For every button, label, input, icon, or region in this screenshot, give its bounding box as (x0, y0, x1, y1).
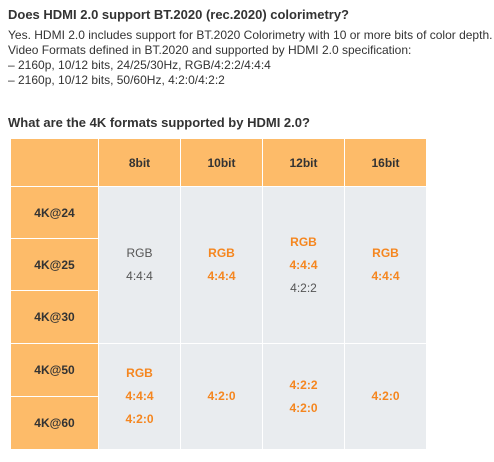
answer-text: Yes. HDMI 2.0 includes support for BT.20… (8, 28, 494, 88)
row-label-4k50: 4K@50 (10, 343, 99, 397)
format-value: 4:2:2 (289, 377, 318, 392)
format-value: RGB (208, 246, 235, 260)
format-value: RGB (126, 366, 153, 380)
format-value: 4:4:4 (371, 269, 400, 283)
format-value: RGB (290, 234, 317, 249)
group2-8bit-cell: RGB 4:4:4 4:2:0 (98, 343, 181, 450)
column-header-16bit: 16bit (344, 138, 427, 187)
answer-line: – 2160p, 10/12 bits, 50/60Hz, 4:2:0/4:2:… (8, 73, 225, 87)
table-corner-cell (10, 138, 99, 187)
group2-10bit-cell: 4:2:0 (180, 343, 263, 450)
group2-16bit-cell: 4:2:0 (344, 343, 427, 450)
table-row: 4K@50 RGB 4:4:4 4:2:0 4:2:0 4:2:2 4:2:0 … (10, 343, 427, 450)
format-value: RGB (372, 246, 399, 260)
answer-line: Yes. HDMI 2.0 includes support for BT.20… (8, 28, 493, 42)
table-row: 4K@24 RGB 4:4:4 RGB 4:4:4 RGB 4:4:4 4:2:… (10, 186, 427, 344)
format-value: RGB (126, 246, 153, 260)
format-value: 4:2:0 (125, 412, 154, 426)
answer-line: Video Formats defined in BT.2020 and sup… (8, 43, 412, 57)
4k-formats-table: 8bit 10bit 12bit 16bit 4K@24 RGB 4:4:4 R… (10, 138, 427, 450)
group2-12bit-cell: 4:2:2 4:2:0 (262, 343, 345, 450)
format-value: 4:4:4 (126, 269, 153, 283)
format-value: 4:2:0 (371, 389, 400, 403)
column-header-8bit: 8bit (98, 138, 181, 187)
column-header-12bit: 12bit (262, 138, 345, 187)
group1-10bit-cell: RGB 4:4:4 (180, 186, 263, 344)
format-value: 4:2:2 (290, 280, 317, 295)
row-label-4k60: 4K@60 (10, 396, 99, 450)
question-4k-formats-heading: What are the 4K formats supported by HDM… (8, 115, 310, 130)
group1-16bit-cell: RGB 4:4:4 (344, 186, 427, 344)
table-row: 4K@30 (10, 290, 427, 344)
format-value: 4:4:4 (125, 389, 154, 403)
table-row: 4K@60 (10, 396, 427, 450)
format-value: 4:2:0 (289, 400, 318, 415)
format-value: 4:4:4 (289, 257, 318, 272)
answer-line: – 2160p, 10/12 bits, 24/25/30Hz, RGB/4:2… (8, 58, 271, 72)
question-bt2020-heading: Does HDMI 2.0 support BT.2020 (rec.2020)… (8, 7, 350, 22)
group1-12bit-cell: RGB 4:4:4 4:2:2 (262, 186, 345, 344)
format-value: 4:4:4 (207, 269, 236, 283)
table-header-row: 8bit 10bit 12bit 16bit (10, 138, 427, 187)
column-header-10bit: 10bit (180, 138, 263, 187)
format-value: 4:2:0 (207, 389, 236, 403)
group1-8bit-cell: RGB 4:4:4 (98, 186, 181, 344)
row-label-4k30: 4K@30 (10, 290, 99, 344)
row-label-4k24: 4K@24 (10, 186, 99, 239)
table-row: 4K@25 (10, 238, 427, 291)
row-label-4k25: 4K@25 (10, 238, 99, 291)
